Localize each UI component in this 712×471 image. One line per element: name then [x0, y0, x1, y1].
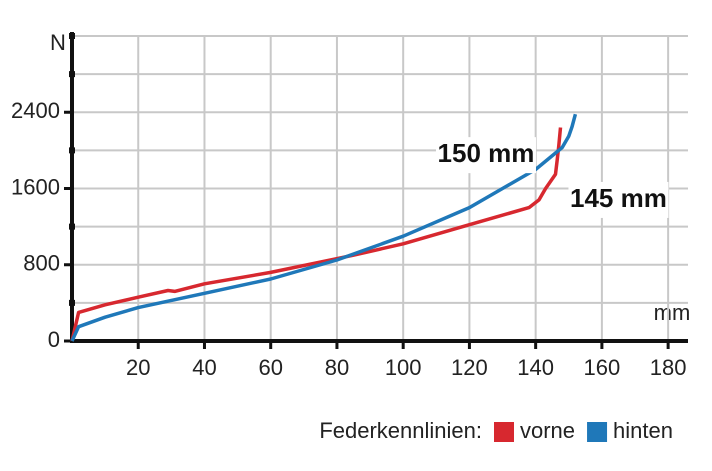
- legend-title: Federkennlinien:: [319, 418, 482, 443]
- y-tick-label: 0: [48, 327, 60, 352]
- line: [70, 113, 578, 342]
- legend-swatch: [587, 422, 608, 442]
- x-tick-mark: [600, 341, 604, 349]
- x-tick-mark: [534, 341, 538, 349]
- y-tick-mark: [64, 187, 72, 190]
- x-tick-mark: [666, 341, 670, 349]
- x-tick-label: 20: [126, 355, 150, 380]
- x-axis-label: mm: [654, 300, 691, 325]
- y-tick-label: 1600: [11, 174, 60, 199]
- x-tick-label: 180: [650, 355, 687, 380]
- legend-label: vorne: [520, 418, 575, 443]
- x-tick-label: 60: [258, 355, 282, 380]
- annotation: 145 mm: [570, 183, 667, 213]
- x-tick-label: 140: [517, 355, 554, 380]
- x-tick-label: 120: [451, 355, 488, 380]
- annotation: 150 mm: [438, 138, 535, 168]
- y-tick-label: 2400: [11, 98, 60, 123]
- x-tick-label: 80: [325, 355, 349, 380]
- y-tick-mark: [64, 263, 72, 267]
- x-tick-label: 100: [385, 355, 422, 380]
- y-tick-mark: [64, 110, 72, 114]
- annotation-bg: [435, 137, 536, 174]
- x-tick-mark: [269, 341, 273, 349]
- legend-label: hinten: [613, 418, 673, 443]
- x-tick-mark: [202, 341, 206, 349]
- x-tick-mark: [401, 341, 405, 349]
- legend: Federkennlinien: vorne hinten: [319, 418, 673, 443]
- y-tick-mark: [64, 339, 72, 343]
- x-tick-label: 160: [584, 355, 621, 380]
- x-tick-label: 40: [192, 355, 216, 380]
- x-tick-mark: [467, 341, 471, 349]
- x-tick-mark: [335, 341, 339, 349]
- y-tick-label: 800: [23, 251, 60, 276]
- legend-swatch: [494, 422, 514, 442]
- y-axis-label: N: [50, 30, 66, 55]
- x-tick-mark: [136, 341, 140, 349]
- annotation-bg: [568, 181, 669, 218]
